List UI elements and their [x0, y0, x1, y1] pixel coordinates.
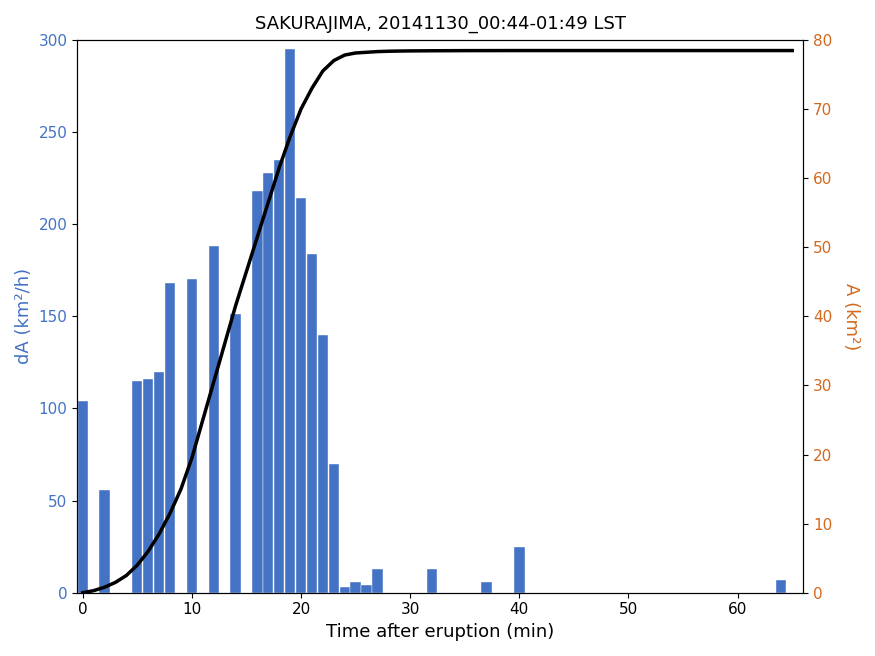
- Y-axis label: A (km²): A (km²): [842, 283, 860, 350]
- Bar: [208, 246, 219, 593]
- Bar: [186, 279, 197, 593]
- Bar: [164, 283, 175, 593]
- Bar: [372, 569, 382, 593]
- Bar: [263, 173, 274, 593]
- Bar: [285, 49, 295, 593]
- Title: SAKURAJIMA, 20141130_00:44-01:49 LST: SAKURAJIMA, 20141130_00:44-01:49 LST: [255, 15, 626, 33]
- Bar: [100, 489, 109, 593]
- Bar: [350, 582, 360, 593]
- Bar: [143, 379, 153, 593]
- Bar: [252, 191, 262, 593]
- Bar: [307, 254, 317, 593]
- Bar: [78, 401, 88, 593]
- X-axis label: Time after eruption (min): Time after eruption (min): [326, 623, 555, 641]
- Bar: [132, 380, 143, 593]
- Bar: [296, 198, 306, 593]
- Bar: [154, 371, 164, 593]
- Bar: [274, 159, 284, 593]
- Bar: [329, 464, 339, 593]
- Y-axis label: dA (km²/h): dA (km²/h): [15, 268, 33, 364]
- Bar: [361, 585, 372, 593]
- Bar: [481, 582, 492, 593]
- Bar: [340, 587, 350, 593]
- Bar: [230, 314, 241, 593]
- Bar: [427, 569, 438, 593]
- Bar: [318, 335, 328, 593]
- Bar: [514, 546, 524, 593]
- Bar: [776, 580, 787, 593]
